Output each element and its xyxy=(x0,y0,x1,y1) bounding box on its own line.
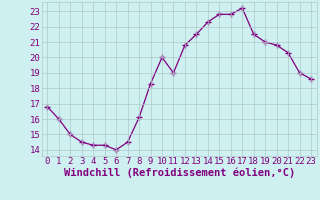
X-axis label: Windchill (Refroidissement éolien,°C): Windchill (Refroidissement éolien,°C) xyxy=(64,168,295,178)
